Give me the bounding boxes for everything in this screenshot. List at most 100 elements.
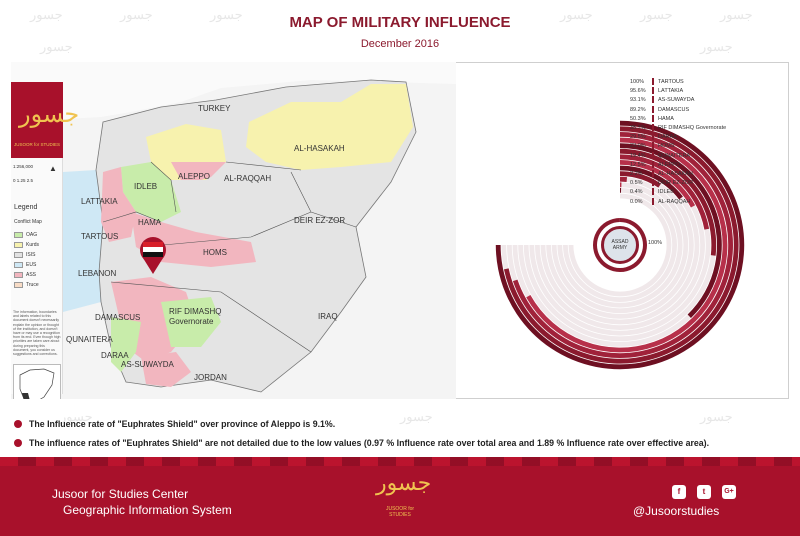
ranking-row: 2.2% AL-HASAKAH: [630, 170, 693, 177]
legend-swatch: [14, 282, 23, 288]
ass-zone-aleppo: [171, 162, 226, 180]
googleplus-icon[interactable]: G+: [722, 485, 736, 499]
legend-item: ISIS: [14, 252, 35, 258]
map-panel: TURKEY AL-HASAKAH IDLEB ALEPPO AL-RAQQAH…: [11, 62, 456, 399]
oag-zone-rif: [161, 297, 221, 347]
ranking-row: 35.7% RIF DIMASHQ Governorate: [630, 124, 726, 131]
legend-label: ISIS: [26, 252, 36, 258]
watermark: جسور: [60, 410, 93, 425]
watermark: جسور: [210, 8, 243, 23]
page-title: MAP OF MILITARY INFLUENCE: [289, 14, 511, 31]
twitter-icon[interactable]: t: [697, 485, 711, 499]
ass-zone-suwayda: [141, 352, 191, 387]
ranking-divider: [652, 160, 654, 168]
ranking-label: AL-HASAKAH: [658, 170, 693, 177]
watermark: جسور: [560, 8, 593, 23]
footer-logo-mark: جسور: [376, 471, 432, 496]
watermark: جسور: [720, 8, 753, 23]
chart-bar-al-hasakah: [620, 176, 628, 182]
facebook-icon[interactable]: f: [672, 485, 686, 499]
syria-map: [11, 62, 456, 399]
map-label-deir: DEIR EZ-ZOR: [294, 216, 346, 225]
ranking-divider: [652, 133, 654, 141]
map-label-raqqah: AL-RAQQAH: [224, 174, 272, 183]
map-label-rif-sub: Governorate: [169, 317, 214, 326]
ranking-row: 12.5% ALEPPO: [630, 160, 681, 168]
chart-bar-qunaitera: [620, 165, 683, 200]
ranking-label: HOMS: [658, 143, 675, 150]
oag-zone-idleb: [121, 162, 181, 222]
watermark: جسور: [40, 40, 73, 55]
kurds-zone-hasakah: [246, 84, 413, 170]
legend-swatch: [14, 242, 23, 248]
center-value: 100%: [648, 240, 663, 246]
ranking-value: 93.1%: [630, 97, 646, 104]
legend-disclaimer: The information, boundaries and labels r…: [13, 310, 61, 357]
ranking-value: 89.2%: [630, 106, 646, 113]
map-label-aleppo: ALEPPO: [178, 172, 211, 181]
bullet-icon: [14, 439, 22, 447]
ranking-value: 0.0%: [630, 198, 643, 205]
watermark: جسور: [700, 40, 733, 55]
social-handle[interactable]: @Jusoorstudies: [633, 504, 720, 518]
note-text: The influence rates of "Euphrates Shield…: [29, 438, 710, 448]
ranking-label: ALEPPO: [658, 161, 681, 168]
sea-region: [63, 170, 103, 312]
legend-swatch: [14, 272, 23, 278]
watermark: جسور: [700, 410, 733, 425]
map-label-suwayda: AS-SUWAYDA: [121, 360, 174, 369]
ranking-value: 23.0%: [630, 143, 646, 150]
legend-item: OAG: [14, 232, 37, 238]
ranking-label: DEIR EZ-ZOR: [658, 180, 694, 187]
ranking-row: 50.3% HAMA: [630, 114, 674, 122]
ranking-value: 12.5%: [630, 161, 646, 168]
legend-label: OAG: [26, 232, 38, 238]
note-2: The influence rates of "Euphrates Shield…: [14, 438, 709, 448]
north-arrow-icon: ▲: [49, 164, 57, 173]
turkey-region: [11, 62, 456, 122]
ass-zone-lattakia: [101, 167, 136, 242]
ranking-row: 19.4% QUNAITERA: [630, 151, 690, 159]
ranking-divider: [652, 151, 654, 159]
footer-org-name: Jusoor for Studies Center: [52, 487, 189, 501]
note-text: The Influence rate of "Euphrates Shield"…: [29, 419, 336, 429]
map-label-jordan: JORDAN: [194, 373, 227, 382]
chart-bar-deir-ez-zor: [620, 182, 622, 188]
ranking-label: HAMA: [658, 115, 674, 122]
legend-label: EUS: [26, 262, 37, 268]
ranking-divider: [652, 78, 654, 85]
chart-bar-aleppo: [620, 171, 662, 188]
legend-label: ASS: [26, 272, 37, 278]
ranking-divider: [652, 96, 654, 104]
bullet-icon: [14, 420, 22, 428]
legend-subtitle: Conflict Map: [14, 219, 42, 225]
ranking-value: 19.4%: [630, 152, 646, 159]
ranking-label: IDLEB: [658, 189, 674, 196]
scale-ticks: 0 1.25 2.5: [13, 178, 34, 183]
ranking-divider: [652, 142, 654, 150]
map-label-homs: HOMS: [203, 248, 227, 257]
map-label-hasakah: AL-HASAKAH: [294, 144, 345, 153]
map-label-idleb: IDLEB: [134, 182, 158, 191]
center-label: ASSAD ARMY: [611, 239, 629, 251]
ranking-label: DAMASCUS: [658, 106, 690, 113]
watermark: جسور: [400, 410, 433, 425]
ranking-divider: [652, 105, 654, 113]
note-1: The Influence rate of "Euphrates Shield"…: [14, 419, 335, 429]
legend-title: Legend: [14, 204, 38, 211]
ranking-value: 29.5%: [630, 134, 646, 141]
ranking-label: LATTAKIA: [658, 88, 684, 95]
ranking-value: 0.4%: [630, 189, 643, 196]
ranking-value: 50.3%: [630, 115, 646, 122]
map-label-iraq: IRAQ: [318, 312, 338, 321]
legend-label: Kurds: [26, 242, 40, 248]
ranking-row: 29.5% DARAA: [630, 133, 677, 141]
province-borders: [102, 161, 357, 353]
watermark: جسور: [120, 8, 153, 23]
map-label-lattakia: LATTAKIA: [81, 197, 118, 206]
ranking-divider: [652, 188, 654, 196]
ranking-value: 2.2%: [630, 170, 643, 177]
logo-text: JUSOOR for STUDIES: [13, 142, 60, 147]
ranking-divider: [652, 170, 654, 177]
oag-zone-south: [111, 317, 141, 372]
